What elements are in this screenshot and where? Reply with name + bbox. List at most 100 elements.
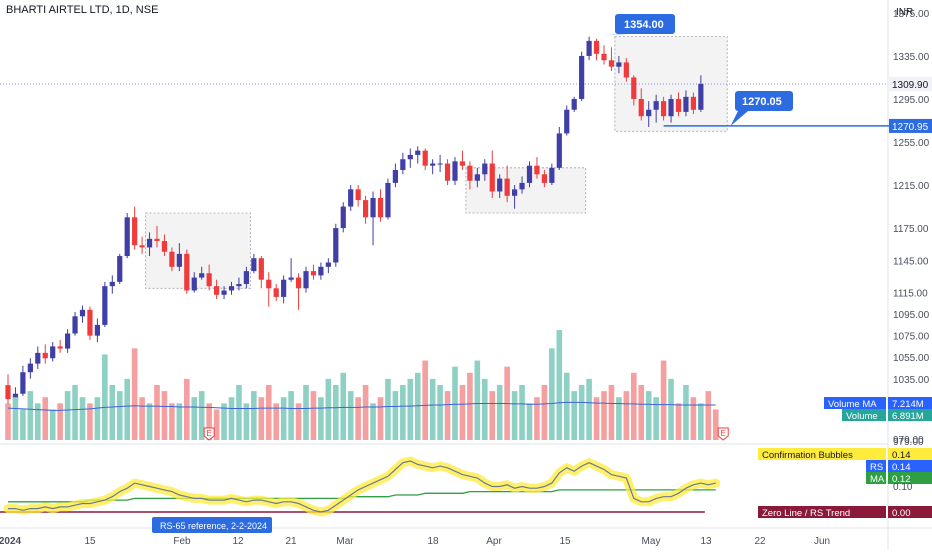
candle-body (586, 40, 592, 56)
price-axis-tick: 1075.00 (893, 332, 930, 343)
zero-line-label-bg (758, 506, 886, 518)
candle-body (370, 197, 376, 218)
low-callout-pointer (730, 111, 748, 126)
candle-body (437, 163, 443, 165)
earnings-marker-label: E (721, 429, 726, 438)
volume-bar (616, 397, 622, 440)
volume-bar (124, 378, 130, 440)
candle-body (504, 178, 510, 196)
time-axis-label: Jun (814, 536, 830, 547)
price-axis-tick: 1335.00 (893, 52, 930, 63)
volume-label: Volume (846, 411, 878, 422)
candle-body (214, 286, 220, 295)
price-axis-tick: 1215.00 (893, 181, 930, 192)
indicator-axis-tick: 0.10 (893, 482, 913, 493)
candle-body (452, 161, 458, 181)
candle-body (333, 228, 339, 263)
volume-bar (303, 385, 309, 440)
candle-body (497, 178, 503, 192)
volume-label-bg (842, 409, 886, 421)
volume-bar (414, 372, 421, 440)
candle-body (199, 273, 205, 278)
price-axis-tick: 979.00 (893, 435, 924, 446)
volume-bar (139, 397, 145, 440)
candle-body (273, 288, 279, 297)
volume-bar (519, 385, 525, 440)
candle-body (363, 200, 369, 218)
candle-body (124, 217, 130, 257)
confirmation-label: Confirmation Bubbles (762, 450, 853, 461)
volume-value: 6.891M (892, 411, 924, 422)
candle-body (340, 206, 346, 229)
volume-bar (444, 391, 451, 440)
candle-body (266, 279, 272, 289)
volume-bar (385, 378, 391, 440)
volume-bar (683, 385, 689, 440)
volume-bar (593, 397, 600, 440)
time-axis-label: 13 (700, 536, 712, 547)
volume-bar (705, 391, 712, 440)
candle-body (117, 256, 123, 282)
volume-bar (452, 366, 458, 440)
ma-label: MA (870, 474, 885, 485)
support-price-tag: 1270.95 (892, 122, 929, 133)
candle-body (541, 174, 547, 183)
volume-bar (511, 391, 518, 440)
volume-bar (94, 397, 101, 440)
confirmation-value: 0.14 (892, 450, 911, 461)
candle-body (57, 346, 63, 349)
candle-body (184, 253, 190, 291)
candle-body (593, 40, 600, 54)
volume-bar (467, 372, 473, 440)
high-callout-label: 1354.00 (624, 19, 664, 31)
candle-body (690, 96, 696, 110)
earnings-marker (717, 427, 729, 441)
volume-bar (355, 397, 361, 440)
candle-body (653, 101, 659, 110)
time-axis-label: 22 (754, 536, 766, 547)
candle-body (20, 372, 26, 394)
volume-bar (243, 403, 250, 440)
candle-body (87, 309, 93, 336)
time-axis-label: 12 (232, 536, 244, 547)
candle-body (50, 346, 56, 359)
currency-label: INR (896, 7, 913, 18)
volume-ma-label-bg (824, 397, 886, 409)
volume-bar (437, 385, 443, 440)
candle-body (698, 83, 704, 110)
low-callout-box (735, 91, 793, 111)
volume-bar (675, 403, 682, 440)
volume-bar (198, 391, 205, 440)
rs-label-bg (866, 460, 886, 472)
time-axis-label: May (642, 536, 661, 547)
volume-bar (526, 403, 533, 440)
zero-line-label: Zero Line / RS Trend (762, 508, 850, 519)
volume-bar (184, 378, 190, 440)
volume-bar (601, 391, 607, 440)
volume-bar (586, 378, 592, 440)
candle-body (623, 62, 629, 78)
price-axis-tick: 1255.00 (893, 138, 930, 149)
candle-body (206, 273, 212, 287)
volume-bar (258, 397, 265, 440)
volume-bar (191, 397, 198, 440)
candle-body (35, 352, 41, 364)
volume-bar (698, 403, 704, 440)
volume-bar (20, 409, 26, 440)
volume-bar (578, 385, 585, 440)
volume-bar (333, 385, 339, 440)
volume-bar (608, 385, 615, 440)
candle-body (169, 251, 175, 267)
volume-ma-value: 7.214M (892, 399, 924, 410)
reference-label-box (152, 517, 272, 533)
candle-body (564, 109, 570, 134)
volume-bar (213, 409, 220, 440)
volume-bar (400, 385, 406, 440)
volume-bar (35, 403, 41, 440)
candle-body (392, 169, 398, 183)
volume-bar (12, 397, 19, 440)
volume-bar (556, 330, 563, 440)
candle-body (430, 163, 436, 166)
